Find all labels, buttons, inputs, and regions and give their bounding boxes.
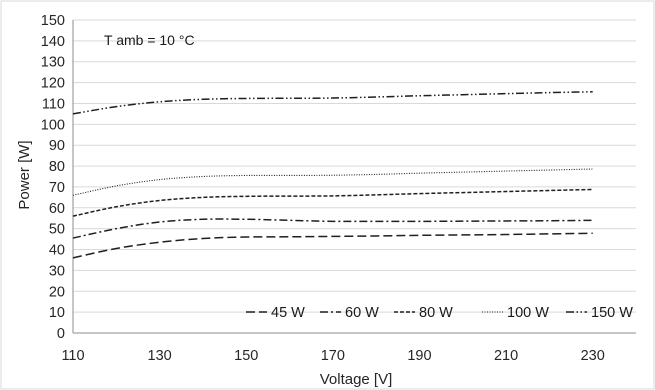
y-tick-label: 90 [49,138,65,154]
x-tick-label: 150 [234,348,258,364]
legend-label-1: 45 W [271,305,305,321]
y-tick-label: 110 [42,96,65,112]
y-tick-label: 30 [49,263,65,279]
x-tick-label: 170 [321,348,345,364]
y-tick-label: 70 [49,180,65,196]
x-tick-label: 190 [407,348,431,364]
y-tick-label: 60 [49,201,65,217]
x-tick-label: 110 [61,348,84,364]
gridlines [73,19,636,313]
series-line-5 [72,91,593,115]
y-tick-label: 0 [57,326,65,342]
y-tick-label: 140 [41,34,65,50]
axes [72,20,636,334]
y-tick-label: 80 [49,159,65,175]
series-line-3 [72,188,593,217]
x-axis-title: Voltage [V] [320,371,393,388]
y-tick-label: 20 [49,284,65,300]
y-tick-labels: 0 10 20 30 40 50 60 70 80 90 100 110 120 130 140 150 [41,13,65,342]
y-tick-label: 130 [41,55,65,71]
x-tick-label: 130 [148,348,172,364]
x-tick-label: 230 [581,348,605,364]
legend-label-5: 150 W [591,305,633,321]
legend-label-3: 80 W [419,305,453,321]
series-line-1 [72,232,593,259]
y-tick-label: 40 [49,243,65,259]
y-tick-label: 10 [49,305,65,321]
x-tick-labels: 110 130 150 170 190 210 230 [61,348,604,364]
legend-label-4: 100 W [507,305,549,321]
y-axis-title: Power [W] [16,140,33,209]
temperature-annotation: T amb = 10 °C [104,32,195,48]
y-tick-label: 150 [41,13,65,29]
legend: 45 W 60 W 80 W 100 W 150 W [246,305,633,321]
x-tick-label: 210 [494,348,518,364]
series-line-4 [72,168,593,196]
series-lines [72,91,593,259]
series-line-2 [72,218,593,239]
y-tick-label: 50 [49,222,65,238]
y-tick-label: 120 [41,76,65,92]
y-tick-label: 100 [41,117,65,133]
legend-label-2: 60 W [345,305,379,321]
